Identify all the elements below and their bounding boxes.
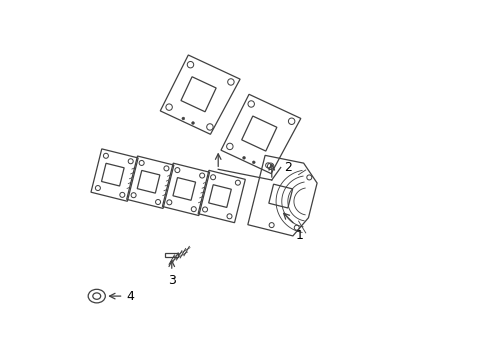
Text: 3: 3 (168, 274, 176, 287)
Text: 2: 2 (284, 161, 292, 174)
Circle shape (243, 156, 245, 159)
Text: 1: 1 (295, 229, 303, 242)
Text: 4: 4 (126, 289, 134, 303)
Circle shape (252, 161, 255, 164)
Circle shape (192, 122, 195, 125)
Circle shape (182, 117, 185, 120)
